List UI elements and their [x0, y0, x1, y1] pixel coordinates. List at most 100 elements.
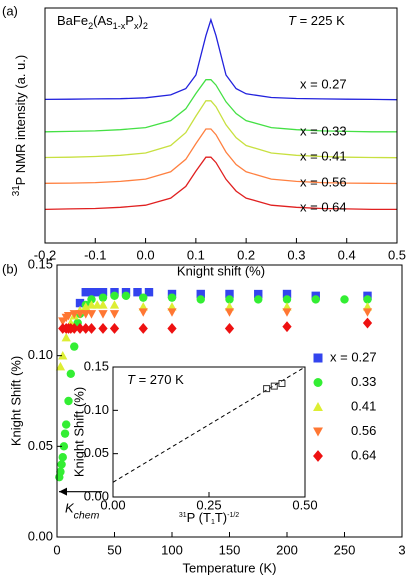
- temperature-part: = 225 K: [296, 13, 345, 28]
- marker: [133, 288, 142, 297]
- x-tick-label: -0.1: [84, 247, 106, 262]
- y-tick-label: 0.05: [84, 445, 109, 460]
- series-label: x = 0.56: [300, 174, 347, 189]
- x-tick-label: 0.1: [187, 247, 205, 262]
- fit-line: [112, 366, 306, 483]
- x-axis-label: 31P (T1T)-1/2: [179, 510, 239, 526]
- formula-part: 2: [88, 21, 93, 31]
- formula-part: P: [125, 13, 134, 28]
- y-tick-label: 0.15: [28, 256, 53, 271]
- legend-label: 0.33: [351, 374, 376, 389]
- x-tick-label: 0.5: [388, 247, 406, 262]
- marker: [196, 295, 205, 304]
- marker: [98, 323, 108, 334]
- x-tick-label: 3: [398, 542, 405, 557]
- marker: [225, 295, 234, 304]
- marker: [58, 453, 67, 462]
- y-tick-label: 0.00: [84, 488, 109, 503]
- marker: [263, 385, 271, 393]
- formula: BaFe2(As1-xPx)2: [57, 13, 148, 31]
- temperature-part: T: [288, 13, 297, 28]
- spectrum-line: [44, 17, 398, 101]
- arrow-head: [59, 487, 67, 496]
- x-tick-label: 250: [334, 542, 356, 557]
- marker: [362, 308, 373, 317]
- marker: [56, 467, 65, 476]
- marker: [109, 323, 120, 334]
- legend-label: x = 0.27: [330, 349, 377, 364]
- marker: [81, 323, 91, 334]
- y-axis-label: Knight Shift (%): [71, 387, 86, 477]
- marker: [55, 361, 66, 371]
- series-label: x = 0.41: [300, 148, 347, 163]
- marker: [282, 321, 292, 333]
- marker: [167, 293, 177, 302]
- formula-part: ): [139, 13, 143, 28]
- panel-label: (b): [2, 261, 18, 276]
- marker: [224, 308, 235, 317]
- marker: [109, 300, 120, 309]
- temperature: T = 225 K: [288, 13, 345, 28]
- marker: [110, 291, 119, 301]
- marker: [282, 295, 292, 304]
- x-axis-label-part: 31: [179, 512, 187, 519]
- spectrum-line: [44, 128, 398, 185]
- marker: [58, 351, 68, 360]
- marker: [66, 369, 76, 378]
- y-axis-label: 31P NMR intensity (a. u.): [11, 55, 28, 196]
- x-tick-label: 0.0: [137, 247, 155, 262]
- y-tick-label: 0.10: [28, 347, 53, 362]
- marker: [363, 295, 372, 304]
- marker: [167, 323, 177, 334]
- marker: [167, 308, 177, 317]
- marker: [313, 450, 323, 462]
- marker: [313, 353, 323, 363]
- marker: [61, 420, 71, 429]
- marker: [313, 402, 323, 412]
- x-axis-label: Temperature (K): [183, 560, 277, 575]
- x-tick-label: 0.3: [287, 247, 305, 262]
- y-axis-label: Knight Shift (%): [8, 356, 23, 446]
- annotation-part: chem: [74, 509, 100, 521]
- marker: [362, 317, 373, 329]
- y-tick-label: 0.05: [28, 438, 53, 453]
- x-tick-label: 150: [219, 542, 241, 557]
- marker: [138, 323, 148, 334]
- marker: [340, 295, 349, 304]
- annotation-part: K: [65, 501, 75, 516]
- marker: [60, 429, 70, 438]
- x-tick-label: 0.00: [100, 497, 125, 512]
- marker: [86, 310, 97, 319]
- marker: [270, 382, 278, 390]
- formula-part: x: [134, 21, 139, 31]
- x-tick-label: 0: [53, 542, 60, 557]
- x-tick-label: 100: [161, 542, 183, 557]
- formula-part: 1-x: [113, 21, 126, 31]
- formula-part: 2: [143, 21, 148, 31]
- y-tick-label: 0.15: [84, 358, 109, 373]
- formula-part: BaFe: [57, 13, 88, 28]
- marker: [98, 310, 108, 319]
- series-label: x = 0.64: [300, 199, 347, 214]
- x-tick-label: 0.50: [292, 497, 317, 512]
- y-axis-label-part: P NMR intensity (a. u.): [13, 55, 28, 186]
- marker: [61, 332, 71, 342]
- series-label: x = 0.27: [300, 76, 347, 91]
- marker: [98, 293, 108, 302]
- x-axis-label: Knight shift (%): [177, 263, 265, 278]
- marker: [109, 310, 120, 319]
- marker: [121, 291, 131, 301]
- y-tick-label: 0.10: [84, 402, 109, 417]
- marker: [59, 442, 69, 451]
- x-tick-label: -0.2: [34, 247, 56, 262]
- legend-label: 0.56: [351, 423, 376, 438]
- marker: [87, 295, 96, 304]
- plot-frame: [44, 7, 398, 244]
- marker: [70, 342, 79, 351]
- x-tick-label: 50: [107, 542, 121, 557]
- temperature-part: = 270 K: [135, 372, 184, 387]
- marker: [254, 295, 263, 304]
- annotation: Kchem: [65, 501, 100, 521]
- marker: [138, 308, 148, 317]
